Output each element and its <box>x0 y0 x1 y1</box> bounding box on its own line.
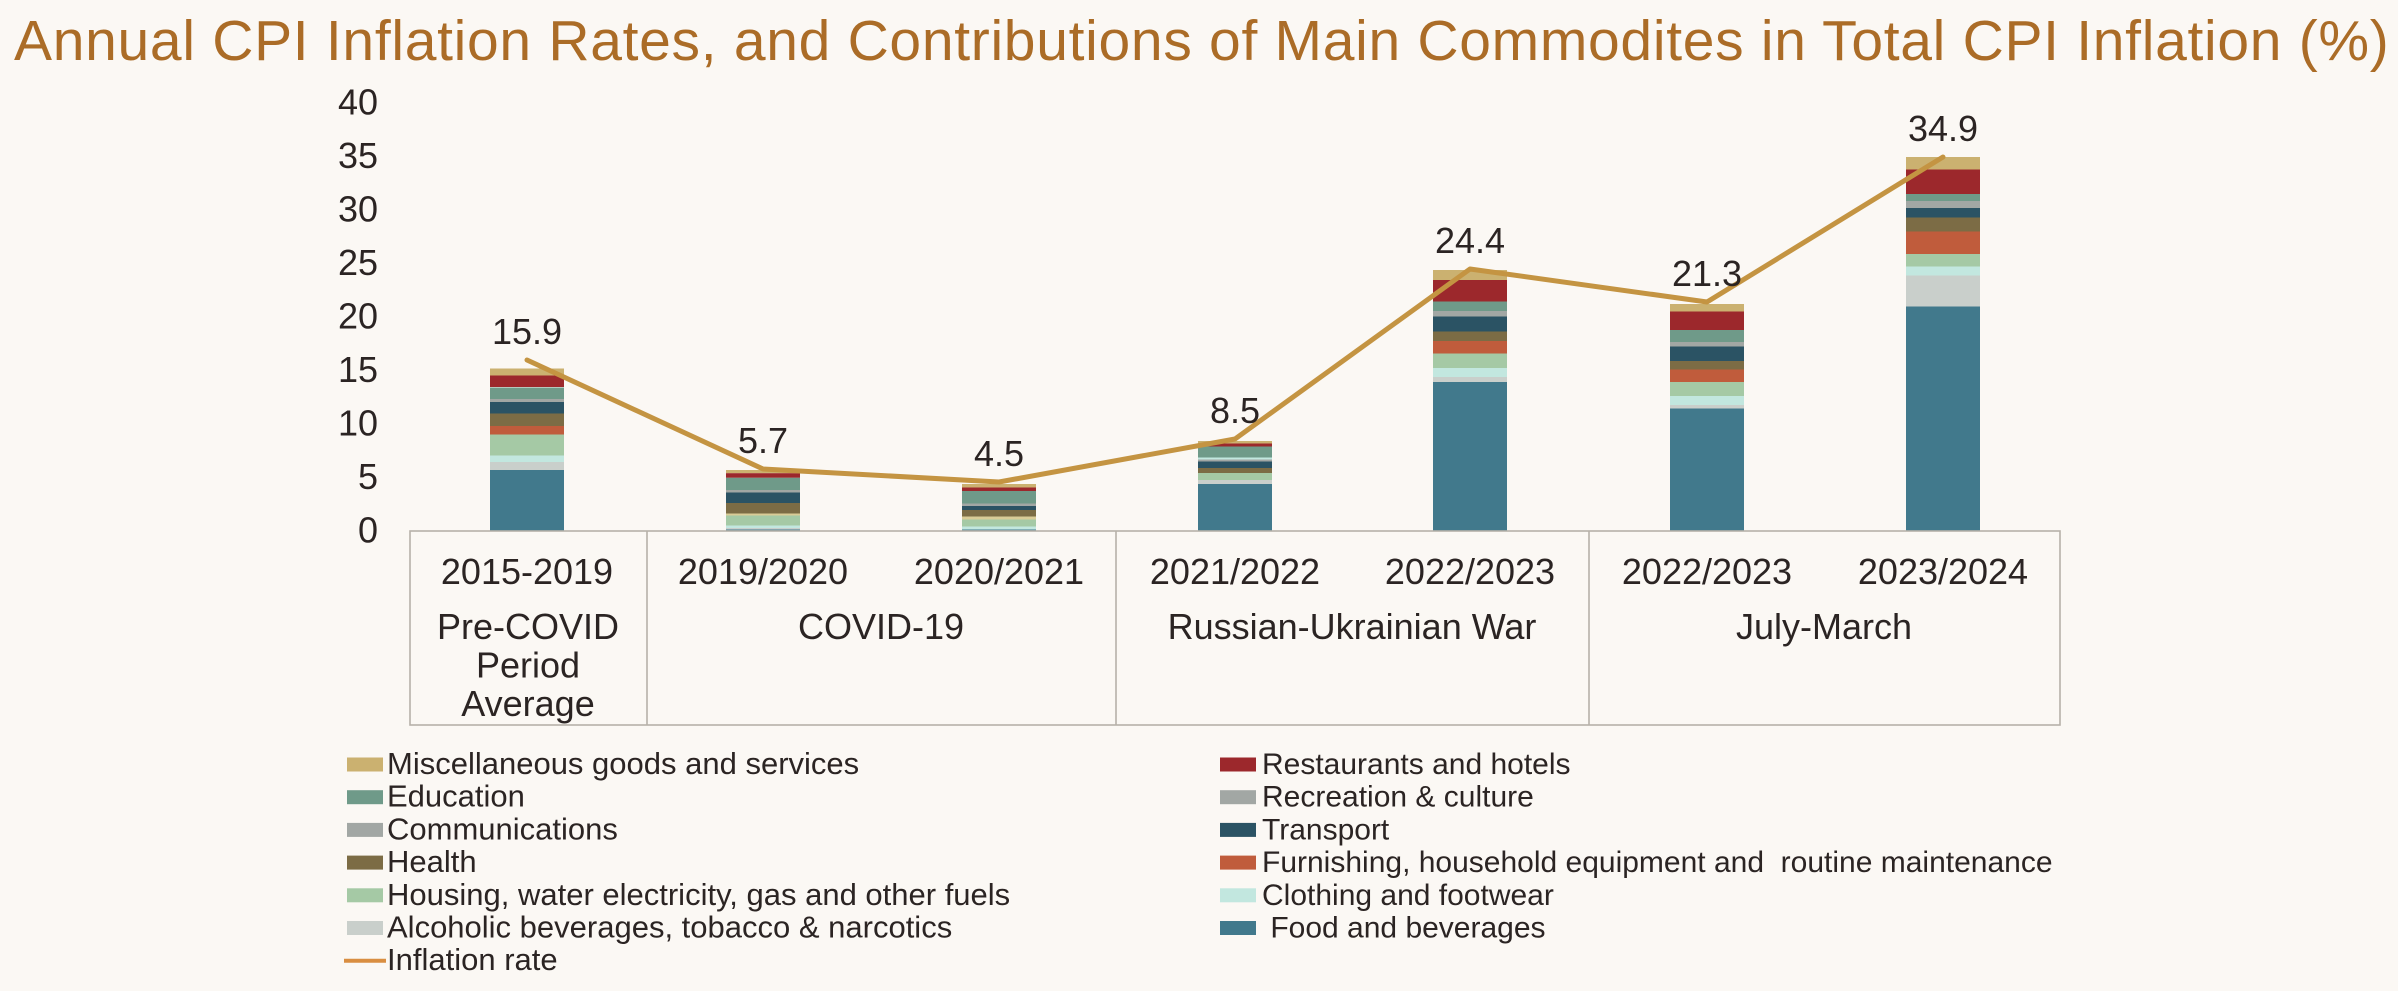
svg-text:Housing, water electricity, ga: Housing, water electricity, gas and othe… <box>387 877 1010 912</box>
svg-text:Alcoholic beverages, tobacco &: Alcoholic beverages, tobacco & narcotics <box>387 910 952 945</box>
svg-text:Education: Education <box>387 779 525 814</box>
svg-text:Pre-COVID: Pre-COVID <box>437 606 619 647</box>
svg-text:COVID-19: COVID-19 <box>798 606 964 647</box>
svg-text:5.7: 5.7 <box>738 420 788 461</box>
svg-text:Transport: Transport <box>1262 813 1390 846</box>
svg-text:30: 30 <box>338 189 378 230</box>
svg-text:25: 25 <box>338 242 378 283</box>
svg-text:Inflation rate: Inflation rate <box>387 942 558 977</box>
svg-text:Food and beverages: Food and beverages <box>1262 912 1546 945</box>
svg-text:15.9: 15.9 <box>492 311 562 352</box>
svg-text:Annual CPI Inflation Rates, an: Annual CPI Inflation Rates, and Contribu… <box>14 9 2389 73</box>
svg-text:15: 15 <box>338 349 378 390</box>
svg-text:2015-2019: 2015-2019 <box>441 551 613 592</box>
svg-text:10: 10 <box>338 403 378 444</box>
svg-text:2020/2021: 2020/2021 <box>914 551 1084 592</box>
svg-text:Russian-Ukrainian War: Russian-Ukrainian War <box>1168 606 1537 647</box>
svg-text:Recreation & culture: Recreation & culture <box>1262 781 1534 814</box>
svg-text:21.3: 21.3 <box>1672 253 1742 294</box>
svg-text:20: 20 <box>338 296 378 337</box>
svg-text:Clothing and footwear: Clothing and footwear <box>1262 879 1554 912</box>
svg-text:4.5: 4.5 <box>974 433 1024 474</box>
svg-text:24.4: 24.4 <box>1435 220 1505 261</box>
svg-text:2022/2023: 2022/2023 <box>1622 551 1792 592</box>
svg-text:Average: Average <box>461 683 594 724</box>
svg-text:8.5: 8.5 <box>1210 390 1260 431</box>
svg-text:Period: Period <box>476 645 580 686</box>
svg-text:2021/2022: 2021/2022 <box>1150 551 1320 592</box>
svg-text:2023/2024: 2023/2024 <box>1858 551 2028 592</box>
svg-text:34.9: 34.9 <box>1908 108 1978 149</box>
svg-text:40: 40 <box>338 82 378 123</box>
svg-text:Miscellaneous goods and servic: Miscellaneous goods and services <box>387 746 859 781</box>
svg-text:5: 5 <box>358 456 378 497</box>
svg-text:2022/2023: 2022/2023 <box>1385 551 1555 592</box>
svg-text:July-March: July-March <box>1736 606 1912 647</box>
svg-text:0: 0 <box>358 510 378 551</box>
svg-text:Health: Health <box>387 844 477 879</box>
svg-text:Restaurants and hotels: Restaurants and hotels <box>1262 748 1571 781</box>
svg-text:35: 35 <box>338 135 378 176</box>
svg-text:Communications: Communications <box>387 811 618 846</box>
svg-text:Furnishing, household equipmen: Furnishing, household equipment and rout… <box>1262 846 2053 879</box>
svg-text:2019/2020: 2019/2020 <box>678 551 848 592</box>
